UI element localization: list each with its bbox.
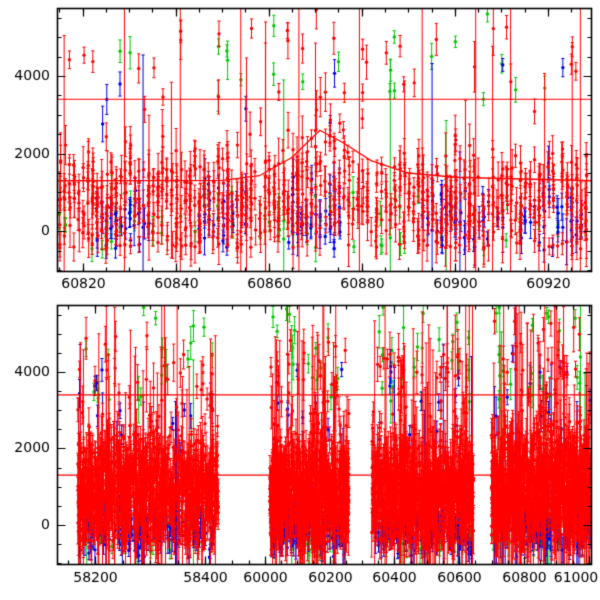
bottom-panel-chart [0,300,600,600]
top-panel-chart [0,0,600,300]
